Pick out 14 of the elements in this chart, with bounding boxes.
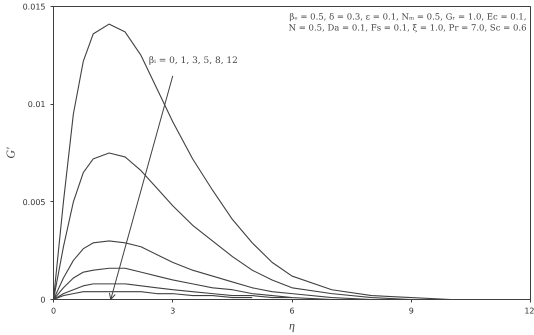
x-axis-title: η xyxy=(289,318,296,332)
annotation: N = 0.5, Da = 0.1, Fs = 0.1, ξ = 1.0, Pr = 7.0, Sc = 0.6 xyxy=(288,24,527,34)
annotation: βᵢ = 0, 1, 3, 5, 8, 12 xyxy=(148,56,238,66)
x-tick-label: 0 xyxy=(50,306,56,316)
x-tick-label: 6 xyxy=(289,306,295,316)
annotation: βₑ = 0.5, δ = 0.3, ε = 0.1, Nₘ = 0.5, Gᵣ = 1.0, Ec = 0.1, xyxy=(289,12,527,22)
x-tick-label: 3 xyxy=(170,306,176,316)
y-tick-label: 0.01 xyxy=(28,100,46,110)
y-tick-label: 0.015 xyxy=(22,2,46,12)
x-tick-label: 9 xyxy=(408,306,414,316)
y-tick-label: 0 xyxy=(40,296,46,304)
y-tick-label: 0.005 xyxy=(22,198,46,207)
x-tick-label: 12 xyxy=(524,306,534,316)
y-axis-title: G' xyxy=(4,146,18,159)
